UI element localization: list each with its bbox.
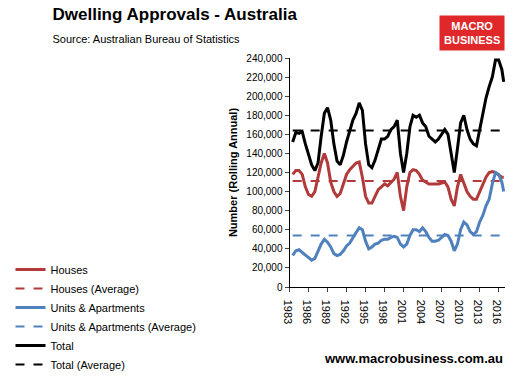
svg-text:80,000: 80,000 bbox=[252, 205, 283, 216]
svg-text:Units & Apartments: Units & Apartments bbox=[51, 302, 146, 314]
svg-text:0: 0 bbox=[277, 282, 283, 293]
svg-text:240,000: 240,000 bbox=[246, 53, 283, 64]
svg-text:200,000: 200,000 bbox=[246, 91, 283, 102]
svg-text:220,000: 220,000 bbox=[246, 72, 283, 83]
svg-text:100,000: 100,000 bbox=[246, 186, 283, 197]
svg-text:2013: 2013 bbox=[472, 300, 484, 324]
svg-text:2010: 2010 bbox=[453, 300, 465, 324]
svg-text:Houses: Houses bbox=[51, 264, 89, 276]
svg-text:2001: 2001 bbox=[396, 300, 408, 324]
svg-text:www.macrobusiness.com.au: www.macrobusiness.com.au bbox=[324, 351, 503, 366]
svg-text:2004: 2004 bbox=[415, 300, 427, 324]
svg-text:1998: 1998 bbox=[377, 300, 389, 324]
svg-text:2016: 2016 bbox=[491, 300, 503, 324]
svg-text:1986: 1986 bbox=[301, 300, 313, 324]
svg-text:180,000: 180,000 bbox=[246, 110, 283, 121]
svg-text:60,000: 60,000 bbox=[252, 224, 283, 235]
svg-text:120,000: 120,000 bbox=[246, 167, 283, 178]
svg-text:1989: 1989 bbox=[320, 300, 332, 324]
svg-text:Houses (Average): Houses (Average) bbox=[51, 283, 139, 295]
svg-text:140,000: 140,000 bbox=[246, 148, 283, 159]
svg-text:20,000: 20,000 bbox=[252, 262, 283, 273]
svg-text:40,000: 40,000 bbox=[252, 243, 283, 254]
svg-text:1992: 1992 bbox=[339, 300, 351, 324]
svg-text:1983: 1983 bbox=[282, 300, 294, 324]
svg-text:Dwelling Approvals - Australia: Dwelling Approvals - AustraliaSource: Au… bbox=[53, 5, 298, 44]
svg-text:Total: Total bbox=[51, 340, 74, 352]
svg-text:1995: 1995 bbox=[358, 300, 370, 324]
svg-text:2007: 2007 bbox=[434, 300, 446, 324]
svg-text:MACROBUSINESS: MACROBUSINESS bbox=[444, 20, 500, 46]
svg-text:Total (Average): Total (Average) bbox=[51, 359, 125, 371]
svg-text:Units & Apartments (Average): Units & Apartments (Average) bbox=[51, 321, 196, 333]
svg-text:160,000: 160,000 bbox=[246, 129, 283, 140]
svg-text:Number (Rolling Annual): Number (Rolling Annual) bbox=[227, 108, 239, 237]
